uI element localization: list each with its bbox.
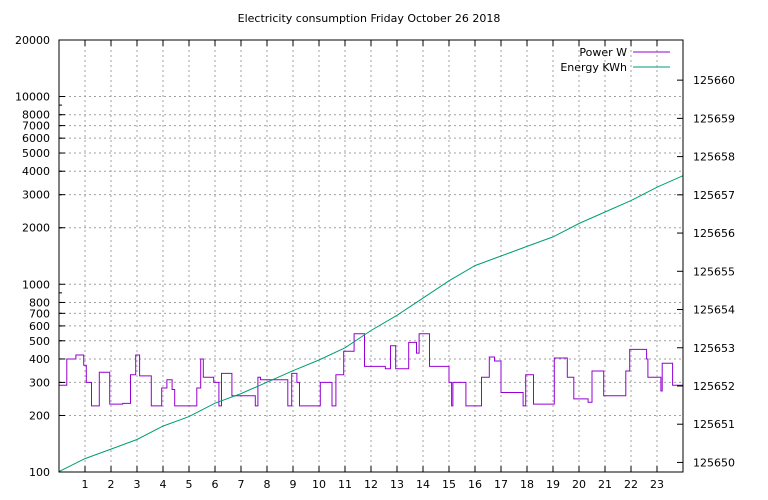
y-tick-label: 8000 <box>22 109 50 122</box>
x-tick-label: 5 <box>186 478 193 491</box>
x-tick-label: 19 <box>546 478 560 491</box>
y-tick-label: 1000 <box>22 278 50 291</box>
x-tick-label: 20 <box>572 478 586 491</box>
x-tick-label: 11 <box>338 478 352 491</box>
x-tick-label: 22 <box>624 478 638 491</box>
y-tick-label: 6000 <box>22 132 50 145</box>
y-tick-label: 300 <box>29 376 50 389</box>
y2-tick-label: 125660 <box>693 74 735 87</box>
y-tick-label: 3000 <box>22 189 50 202</box>
legend-label: Energy KWh <box>560 61 627 74</box>
x-tick-label: 8 <box>264 478 271 491</box>
chart-title: Electricity consumption Friday October 2… <box>238 12 501 25</box>
x-tick-label: 6 <box>212 478 219 491</box>
y2-tick-label: 125651 <box>693 418 735 431</box>
y2-tick-label: 125657 <box>693 189 735 202</box>
y-tick-label: 10000 <box>15 91 50 104</box>
x-tick-label: 21 <box>598 478 612 491</box>
x-tick-label: 23 <box>650 478 664 491</box>
x-tick-label: 14 <box>416 478 430 491</box>
x-tick-label: 17 <box>494 478 508 491</box>
grid <box>59 40 683 472</box>
y2-tick-label: 125655 <box>693 265 735 278</box>
x-tick-label: 12 <box>364 478 378 491</box>
y-tick-label: 200 <box>29 409 50 422</box>
x-tick-label: 18 <box>520 478 534 491</box>
y-tick-label: 2000 <box>22 222 50 235</box>
x-tick-label: 2 <box>108 478 115 491</box>
y2-tick-label: 125652 <box>693 380 735 393</box>
series-line-energy <box>58 175 684 473</box>
y-tick-label: 800 <box>29 296 50 309</box>
x-tick-label: 1 <box>82 478 89 491</box>
y-tick-label: 5000 <box>22 147 50 160</box>
y2-tick-label: 125658 <box>693 151 735 164</box>
x-tick-label: 4 <box>160 478 167 491</box>
y-tick-label: 500 <box>29 335 50 348</box>
legend-label: Power W <box>579 46 627 59</box>
y2-tick-label: 125656 <box>693 227 735 240</box>
x-axis: 1 2 3 4 5 6 7 8 9 10 11 12 13 14 15 16 17 18 19 20 21 22 23 <box>82 40 664 491</box>
series-line-power <box>59 333 683 407</box>
y-tick-label: 7000 <box>22 120 50 133</box>
y-tick-label: 20000 <box>15 34 50 47</box>
legend: Power W Energy KWh <box>560 46 670 74</box>
y2-tick-label: 125654 <box>693 304 735 317</box>
y2-tick-label: 125659 <box>693 112 735 125</box>
y-tick-label: 400 <box>29 353 50 366</box>
y2-axis: 125650 125651 125652 125653 125654 125655 1256… <box>677 74 735 469</box>
y-tick-label: 600 <box>29 320 50 333</box>
x-tick-label: 16 <box>468 478 482 491</box>
x-tick-label: 10 <box>312 478 326 491</box>
x-tick-label: 13 <box>390 478 404 491</box>
x-tick-label: 7 <box>238 478 245 491</box>
y-tick-label: 100 <box>29 466 50 479</box>
y2-tick-label: 125650 <box>693 456 735 469</box>
x-tick-label: 9 <box>290 478 297 491</box>
x-tick-label: 15 <box>442 478 456 491</box>
y2-tick-label: 125653 <box>693 342 735 355</box>
y-tick-label: 700 <box>29 307 50 320</box>
x-tick-label: 3 <box>134 478 141 491</box>
y-tick-label: 4000 <box>22 165 50 178</box>
plot-area <box>58 175 684 473</box>
